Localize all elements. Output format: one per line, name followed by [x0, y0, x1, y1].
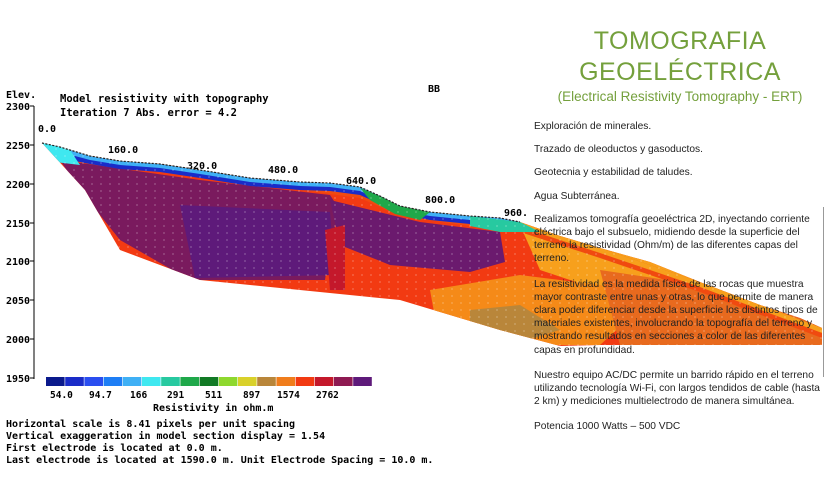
- legend-label: 511: [205, 390, 222, 401]
- distance-label: 480.0: [268, 165, 298, 176]
- panel-divider: [823, 207, 824, 377]
- paragraph-resistivity: La resistividad es la medida física de l…: [534, 278, 818, 356]
- description-panel: Exploración de minerales. Trazado de ole…: [534, 120, 822, 434]
- legend-swatch: [46, 377, 65, 386]
- legend-label: 897: [243, 390, 260, 401]
- legend-swatch: [238, 377, 257, 386]
- legend-swatch: [199, 377, 219, 386]
- elevation-tick: 2000: [6, 335, 30, 346]
- legend-swatch: [334, 377, 353, 386]
- distance-label: 800.0: [425, 195, 455, 206]
- legend-swatch: [295, 377, 315, 386]
- title-line1: TOMOGRAFIA: [593, 27, 767, 55]
- elevation-tick: 2100: [6, 257, 30, 268]
- plot-heading-line1: Model resistivity with topography: [60, 93, 269, 105]
- elevation-tick: 2250: [6, 141, 30, 152]
- paragraph-equipment: Nuestro equipo AC/DC permite un barrido …: [534, 369, 820, 408]
- legend-swatch: [122, 377, 142, 386]
- legend-swatch: [314, 377, 334, 386]
- legend-label: 54.0: [50, 390, 73, 401]
- elevation-tick: 2050: [6, 296, 30, 307]
- legend-swatch: [103, 377, 123, 386]
- distance-label: 320.0: [187, 161, 217, 172]
- topography-line: [41, 142, 521, 223]
- distance-label: 640.0: [346, 176, 376, 187]
- elevation-tick: 2300: [6, 102, 30, 113]
- legend-label: 2762: [316, 390, 339, 401]
- elevation-axis: 2300 2250 2200 2150 2100 2050 2000 1950: [6, 102, 35, 385]
- paragraph-intro: Realizamos tomografía geoeléctrica 2D, i…: [534, 213, 810, 265]
- legend-caption: Resistivity in ohm.m: [153, 402, 273, 414]
- legend-swatch: [161, 377, 180, 386]
- footer-line: Last electrode is located at 1590.0 m. U…: [6, 454, 433, 466]
- elevation-tick: 2150: [6, 219, 30, 230]
- legend-label: 94.7: [89, 390, 112, 401]
- legend-label: 291: [167, 390, 184, 401]
- plot-heading-line2: Iteration 7 Abs. error = 4.2: [60, 107, 237, 119]
- bullet-item: Geotecnia y estabilidad de taludes.: [534, 167, 693, 179]
- legend-labels: 54.0 94.7 166 291 511 897 1574 2762: [50, 390, 339, 401]
- section-tag: BB: [428, 84, 440, 95]
- bullet-item: Agua Subterránea.: [534, 190, 620, 202]
- subtitle: (Electrical Resistivity Tomography - ERT…: [557, 89, 803, 104]
- elevation-label: Elev.: [6, 90, 36, 101]
- distance-label: 0.0: [38, 124, 56, 135]
- footer-line: First electrode is located at 0.0 m.: [6, 442, 223, 454]
- legend-swatch: [257, 377, 276, 386]
- title-line2: GEOELÉCTRICA: [579, 58, 781, 86]
- bullet-item: Exploración de minerales.: [534, 121, 652, 132]
- footer-line: Vertical exaggeration in model section d…: [6, 430, 325, 442]
- footer-line: Horizontal scale is 8.41 pixels per unit…: [6, 418, 295, 430]
- legend-swatch: [142, 377, 161, 386]
- legend-swatch: [353, 377, 372, 386]
- legend-swatch: [276, 377, 295, 386]
- distance-labels: 0.0 160.0 320.0 480.0 640.0 800.0 960.: [38, 124, 528, 219]
- title-block: TOMOGRAFIA GEOELÉCTRICA (Electrical Resi…: [530, 26, 830, 104]
- legend-label: 1574: [277, 390, 300, 401]
- distance-label: 160.0: [108, 145, 138, 156]
- legend-swatch: [180, 377, 199, 386]
- elevation-tick: 2200: [6, 180, 30, 191]
- legend-swatch: [84, 377, 103, 386]
- resistivity-legend: [46, 377, 372, 386]
- power-spec: Potencia 1000 Watts – 500 VDC: [534, 421, 681, 433]
- elevation-tick: 1950: [6, 374, 30, 385]
- legend-swatch: [218, 377, 238, 386]
- legend-swatch: [65, 377, 84, 386]
- distance-label: 960.: [504, 208, 528, 219]
- legend-label: 166: [130, 390, 147, 401]
- bullet-item: Trazado de oleoductos y gasoductos.: [534, 144, 703, 156]
